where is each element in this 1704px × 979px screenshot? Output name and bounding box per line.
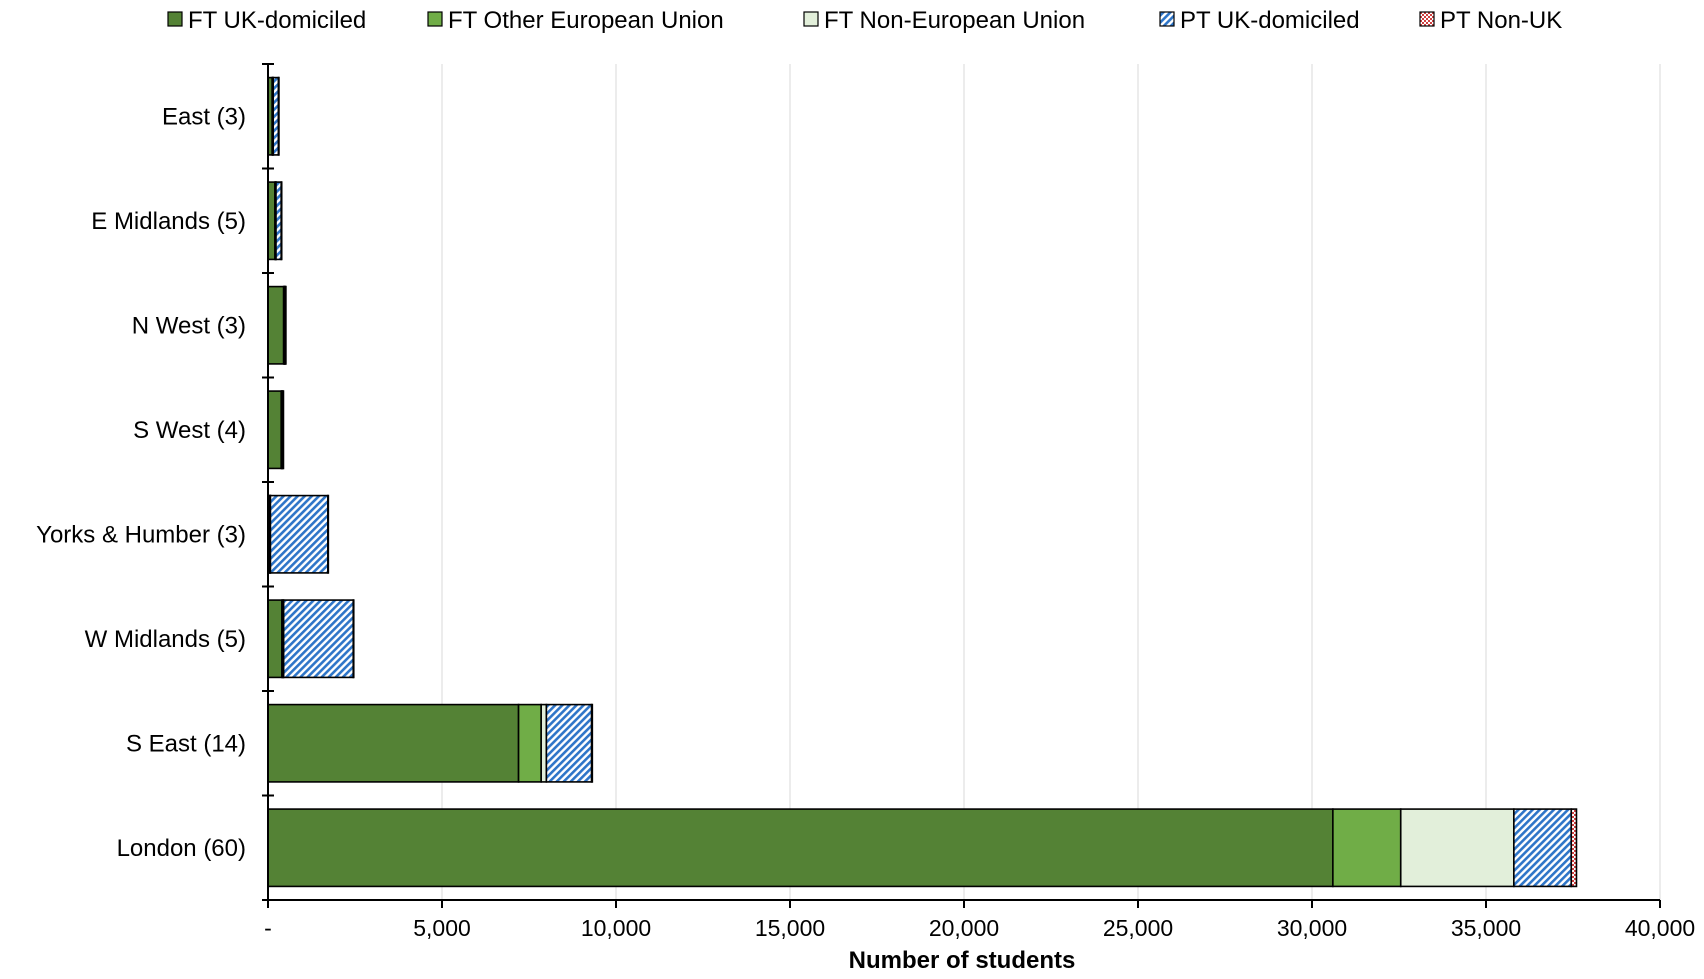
legend-item-pt-uk-domiciled: PT UK-domiciled [1159, 7, 1360, 34]
bar-segment-pt-non-uk-yorks-humber-3 [327, 494, 330, 574]
x-tick-label: 35,000 [1451, 915, 1521, 941]
bar-segment-pt-non-uk-w-midlands-5 [352, 599, 355, 679]
x-tick-label: 15,000 [755, 915, 825, 941]
category-label-east-3: East (3) [162, 103, 246, 130]
category-label-london-60: London (60) [117, 835, 246, 862]
legend-swatch [427, 11, 443, 27]
bar-segment-ft-other-european-union-s-east-14 [517, 703, 542, 783]
category-label-e-midlands-5: E Midlands (5) [91, 208, 246, 235]
category-labels: East (3) E Midlands (5) N West (3) S West (… [36, 103, 246, 862]
bar-segment-ft-uk-domiciled-london-60 [267, 808, 1334, 888]
bar-segment-ft-uk-domiciled-s-west-4 [267, 390, 283, 470]
legend-swatch [167, 11, 183, 27]
bars [267, 76, 1578, 888]
x-tick-labels: - 5,000 10,000 15,000 20,000 25,000 30,000 35,0… [264, 915, 1695, 941]
x-tick-label: - [264, 915, 272, 941]
axes [262, 63, 1661, 908]
x-tick-label: 10,000 [581, 915, 651, 941]
legend-swatch [803, 11, 819, 27]
legend-swatch [1159, 11, 1175, 27]
legend-label: FT Non-European Union [824, 7, 1085, 34]
x-tick-label: 20,000 [929, 915, 999, 941]
bar-segment-ft-uk-domiciled-w-midlands-5 [267, 599, 283, 679]
legend-item-ft-uk-domiciled: FT UK-domiciled [167, 7, 366, 34]
category-label-yorks-humber-3: Yorks & Humber (3) [36, 521, 246, 548]
gridlines [441, 64, 1661, 900]
bar-segment-pt-uk-domiciled-w-midlands-5 [282, 599, 355, 679]
bar-segment-pt-non-uk-s-east-14 [590, 703, 594, 783]
x-tick-label: 25,000 [1103, 915, 1173, 941]
legend-label: PT Non-UK [1440, 7, 1562, 34]
legend-label: FT Other European Union [448, 7, 724, 34]
bar-segment-ft-non-european-union-london-60 [1399, 808, 1515, 888]
bar-segment-pt-non-uk-s-west-4 [282, 390, 285, 470]
bar-segment-pt-uk-domiciled-london-60 [1513, 808, 1573, 888]
bar-segment-pt-non-uk-east-3 [277, 76, 280, 156]
legend: FT UK-domiciled FT Other European Union FT… [167, 7, 1562, 34]
legend-label: PT UK-domiciled [1180, 7, 1360, 34]
legend-swatch [1419, 11, 1435, 27]
bar-segment-ft-uk-domiciled-s-east-14 [267, 703, 520, 783]
bar-segment-pt-non-uk-e-midlands-5 [280, 181, 283, 261]
bar-segment-pt-uk-domiciled-s-east-14 [545, 703, 593, 783]
x-tick-label: 5,000 [413, 915, 471, 941]
bar-segment-ft-other-european-union-london-60 [1332, 808, 1402, 888]
bar-segment-pt-non-uk-london-60 [1570, 808, 1578, 888]
category-label-n-west-3: N West (3) [132, 312, 246, 339]
legend-item-ft-other-european-union: FT Other European Union [427, 7, 724, 34]
x-tick-label: 40,000 [1625, 915, 1695, 941]
legend-item-pt-non-uk: PT Non-UK [1419, 7, 1562, 34]
legend-item-ft-non-european-union: FT Non-European Union [803, 7, 1085, 34]
bar-segment-ft-uk-domiciled-e-midlands-5 [267, 181, 276, 261]
category-label-w-midlands-5: W Midlands (5) [85, 626, 246, 653]
bar-segment-pt-uk-domiciled-yorks-humber-3 [269, 494, 329, 574]
x-tick-label: 30,000 [1277, 915, 1347, 941]
category-label-s-east-14: S East (14) [126, 730, 246, 757]
x-axis-title: Number of students [849, 947, 1076, 974]
bar-segment-ft-uk-domiciled-n-west-3 [267, 285, 285, 365]
legend-label: FT UK-domiciled [188, 7, 366, 34]
category-label-s-west-4: S West (4) [133, 417, 246, 444]
bar-segment-pt-non-uk-n-west-3 [284, 285, 287, 365]
